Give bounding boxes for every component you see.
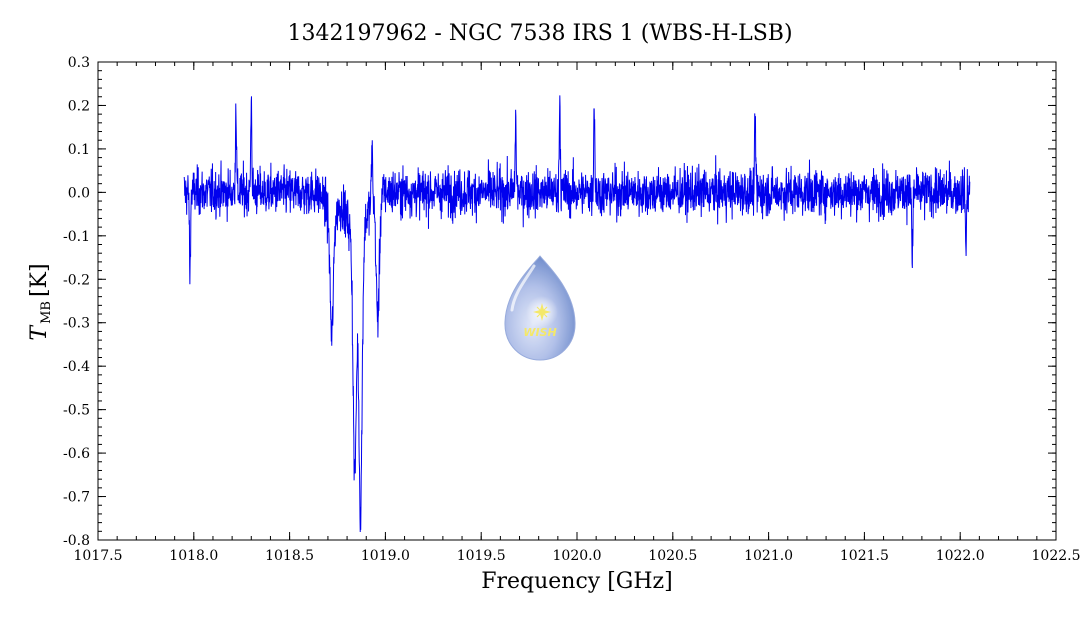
y-tick-label: -0.2 bbox=[63, 272, 90, 288]
y-axis-label-sub: MB bbox=[39, 301, 54, 324]
y-axis-label-unit: [K] bbox=[27, 263, 52, 297]
y-tick-label: -0.8 bbox=[63, 533, 90, 549]
x-tick-label: 1022.0 bbox=[936, 548, 985, 564]
y-tick-label: 0.0 bbox=[68, 185, 90, 201]
x-tick-label: 1020.5 bbox=[648, 548, 697, 564]
x-tick-label: 1020.0 bbox=[553, 548, 602, 564]
plot-frame bbox=[97, 61, 1057, 541]
x-tick-label: 1019.0 bbox=[361, 548, 410, 564]
y-tick-label: -0.3 bbox=[63, 316, 90, 332]
x-tick-label: 1022.5 bbox=[1032, 548, 1080, 564]
y-tick-label: -0.1 bbox=[63, 229, 90, 245]
y-tick-label: 0.1 bbox=[68, 142, 90, 158]
wish-logo-text: WISH bbox=[523, 326, 556, 339]
x-axis: 1017.5 1018.0 1018.5 1019.0 1019.5 1020.0 1020… bbox=[74, 62, 1080, 564]
svg-text:TMB[K]: TMB [K] bbox=[27, 263, 54, 340]
chart-title: 1342197962 - NGC 7538 IRS 1 (WBS-H-LSB) bbox=[287, 21, 792, 46]
x-axis-label: Frequency [GHz] bbox=[481, 569, 673, 594]
y-tick-label: -0.4 bbox=[63, 359, 90, 375]
x-tick-label: 1018.5 bbox=[265, 548, 314, 564]
y-tick-label: -0.5 bbox=[63, 403, 90, 419]
x-tick-label: 1021.5 bbox=[840, 548, 889, 564]
x-tick-label: 1021.0 bbox=[744, 548, 793, 564]
y-axis-label: TMB [K] bbox=[27, 263, 54, 340]
x-tick-label: 1018.0 bbox=[169, 548, 218, 564]
wish-logo: WISH bbox=[504, 255, 576, 361]
y-tick-label: -0.7 bbox=[63, 490, 90, 506]
y-tick-label: 0.2 bbox=[68, 98, 90, 114]
y-axis-label-main: T bbox=[27, 324, 52, 341]
x-tick-label: 1017.5 bbox=[74, 548, 123, 564]
star-icon bbox=[533, 303, 551, 321]
x-tick-label: 1019.5 bbox=[457, 548, 506, 564]
plot-area bbox=[183, 95, 971, 533]
y-axis: 0.3 0.2 0.1 0.0 -0.1 -0.2 -0.3 -0.4 -0.5 -0.6 -0.7… bbox=[63, 55, 1056, 549]
y-tick-label: -0.6 bbox=[63, 446, 90, 462]
y-tick-label: 0.3 bbox=[68, 55, 90, 71]
spectrum-series-line bbox=[183, 95, 971, 533]
